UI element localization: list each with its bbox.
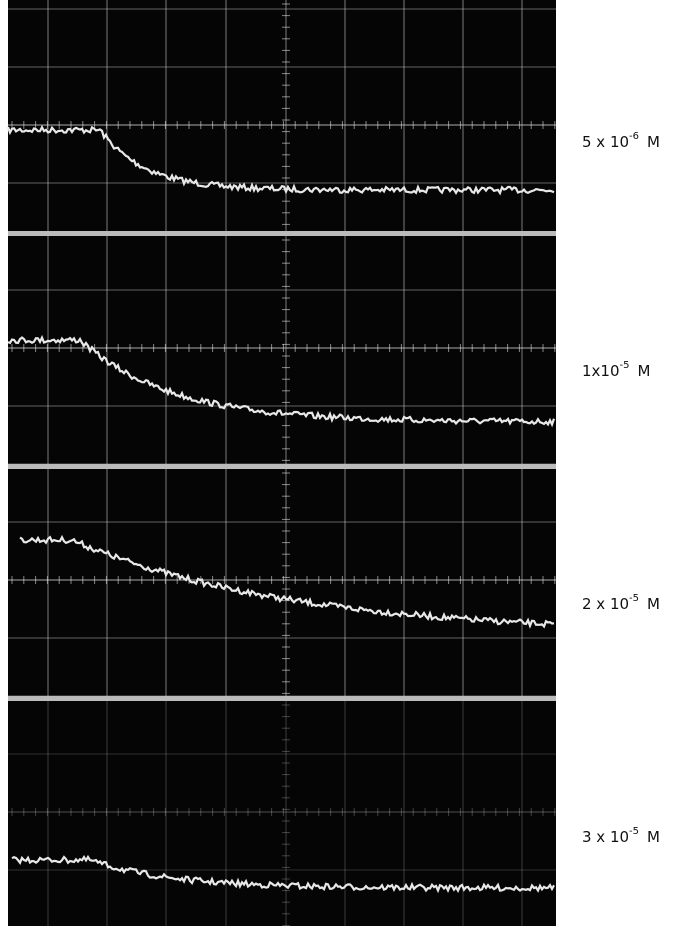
label-unit: M <box>647 828 660 846</box>
label-exponent: -5 <box>619 360 630 371</box>
separator <box>8 696 556 701</box>
label-base: 3 x 10 <box>582 828 630 846</box>
screen <box>8 0 556 926</box>
label-unit: M <box>647 595 660 613</box>
label-unit: M <box>647 133 660 151</box>
trace <box>7 334 556 428</box>
label-base: 2 x 10 <box>582 595 630 613</box>
label-exponent: -6 <box>629 131 640 142</box>
concentration-label: 2 x 10-5 M <box>582 593 660 613</box>
concentration-label: 5 x 10-6 M <box>582 131 660 151</box>
label-unit: M <box>637 362 651 380</box>
separator <box>8 231 556 236</box>
label-exponent: -5 <box>629 826 640 837</box>
trace <box>6 124 555 196</box>
concentration-label: 1x10-5 M <box>582 360 651 380</box>
trace <box>19 534 555 629</box>
label-base: 5 x 10 <box>582 133 630 151</box>
concentration-label: 3 x 10-5 M <box>582 826 660 846</box>
trace <box>11 854 555 894</box>
label-base: 1x10 <box>582 362 620 380</box>
separator <box>8 464 556 469</box>
label-exponent: -5 <box>629 593 640 604</box>
